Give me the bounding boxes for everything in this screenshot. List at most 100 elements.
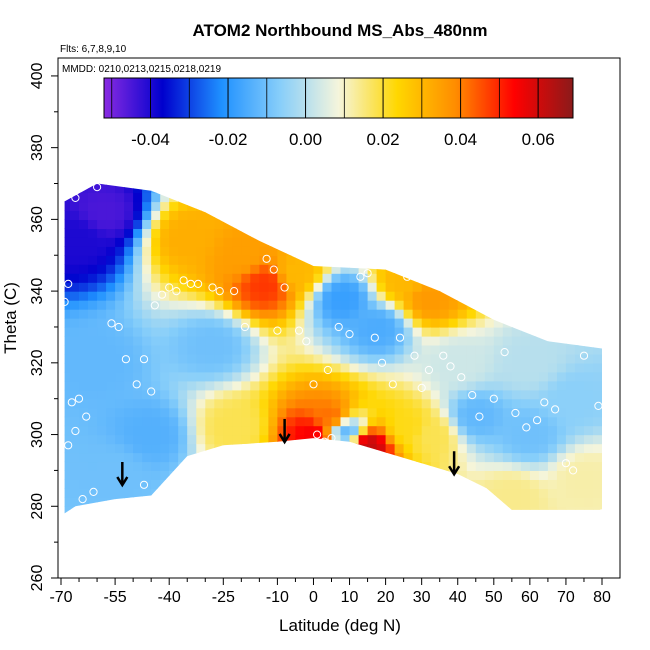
heatmap-cell — [457, 371, 468, 382]
heatmap-cell — [169, 237, 179, 247]
heatmap-cell — [448, 291, 459, 301]
heatmap-cell — [466, 416, 477, 427]
arrow-marker — [116, 462, 129, 488]
heatmap-cell — [187, 416, 197, 427]
heatmap-cell — [593, 183, 603, 185]
heatmap-cell — [376, 183, 387, 194]
heatmap-cell — [196, 201, 206, 211]
heatmap-cell — [313, 353, 324, 364]
heatmap-cell — [322, 488, 333, 498]
heatmap-cell — [538, 327, 549, 337]
heatmap-cell — [367, 443, 378, 454]
heatmap-cell — [538, 344, 549, 355]
heatmap-cell — [169, 452, 179, 463]
heatmap-cell — [457, 255, 468, 265]
heatmap-cell — [205, 318, 215, 328]
heatmap-cell — [367, 282, 378, 292]
heatmap-cell — [142, 344, 152, 355]
heatmap-cell — [133, 488, 143, 498]
colorbar-tick-label: -0.02 — [209, 130, 248, 149]
heatmap-cell — [430, 434, 441, 445]
heatmap-cell — [593, 344, 603, 355]
heatmap-cell — [196, 452, 206, 463]
heatmap-cell — [385, 291, 396, 301]
heatmap-cell — [214, 273, 224, 283]
heatmap-cell — [313, 506, 324, 514]
heatmap-cell — [349, 398, 360, 409]
heatmap-cell — [277, 327, 287, 337]
heatmap-cell — [493, 255, 504, 265]
heatmap-cell — [115, 398, 125, 409]
heatmap-cell — [565, 192, 576, 203]
heatmap-cell — [223, 389, 233, 400]
heatmap-cell — [385, 434, 396, 445]
heatmap-cell — [349, 506, 360, 514]
heatmap-cell — [313, 371, 324, 382]
heatmap-cell — [250, 506, 260, 514]
heatmap-cell — [349, 389, 360, 400]
heatmap-cell — [205, 416, 215, 427]
heatmap-cell — [457, 210, 468, 220]
heatmap-cell — [205, 353, 215, 364]
heatmap-cell — [169, 300, 179, 310]
heatmap-cell — [70, 461, 80, 471]
sample-point — [377, 358, 387, 367]
heatmap-cell — [160, 246, 170, 256]
heatmap-cell — [394, 228, 405, 238]
heatmap-cell — [142, 300, 152, 310]
heatmap-cell — [349, 479, 360, 489]
heatmap-cell — [358, 183, 369, 185]
heatmap-cell — [412, 398, 423, 409]
heatmap-cell — [412, 506, 423, 514]
heatmap-cell — [412, 353, 423, 364]
heatmap-cell — [493, 389, 504, 400]
x-tick-label: -10 — [266, 589, 289, 606]
heatmap-cell — [538, 264, 549, 274]
heatmap-cell — [124, 497, 134, 507]
heatmap-cell — [79, 434, 89, 445]
y-tick-label: 340 — [29, 278, 46, 305]
heatmap-cell — [394, 183, 405, 185]
heatmap-cell — [593, 246, 603, 256]
heatmap-cell — [268, 425, 278, 436]
heatmap-cell — [232, 362, 242, 373]
heatmap-cell — [413, 515, 423, 525]
heatmap-cell — [97, 282, 107, 292]
heatmap-cell — [385, 183, 396, 194]
plot-frame — [57, 57, 621, 579]
heatmap-cell — [124, 506, 134, 514]
heatmap-cell — [64, 407, 71, 418]
heatmap-cell — [502, 291, 513, 301]
heatmap-cell — [421, 255, 432, 265]
heatmap-cell — [385, 201, 396, 211]
heatmap-cell — [151, 362, 161, 373]
heatmap-cell — [124, 416, 134, 427]
heatmap-cell — [232, 309, 242, 319]
heatmap-cell — [187, 300, 197, 310]
heatmap-cell — [439, 434, 450, 445]
heatmap-cell — [313, 264, 324, 274]
heatmap-cell — [484, 300, 495, 310]
heatmap-cell — [556, 201, 567, 211]
heatmap-cell — [520, 479, 531, 489]
heatmap-cell — [466, 362, 477, 373]
heatmap-cell — [475, 425, 486, 436]
heatmap-cell — [421, 398, 432, 409]
heatmap-cell — [70, 515, 80, 525]
heatmap-cell — [70, 425, 80, 436]
heatmap-cell — [512, 515, 522, 525]
heatmap-cell — [340, 335, 351, 346]
heatmap-cell — [205, 461, 215, 471]
heatmap-cell — [323, 515, 333, 525]
heatmap-cell — [322, 353, 333, 364]
heatmap-cell — [187, 443, 197, 454]
heatmap-cell — [556, 273, 567, 283]
heatmap-cell — [475, 371, 486, 382]
heatmap-cell — [304, 443, 314, 454]
heatmap-cell — [79, 479, 89, 489]
heatmap-cell — [602, 210, 603, 220]
heatmap-cell — [529, 273, 540, 283]
heatmap-cell — [286, 452, 296, 463]
heatmap-cell — [574, 273, 585, 283]
colorbar-tick-label: 0.00 — [289, 130, 322, 149]
